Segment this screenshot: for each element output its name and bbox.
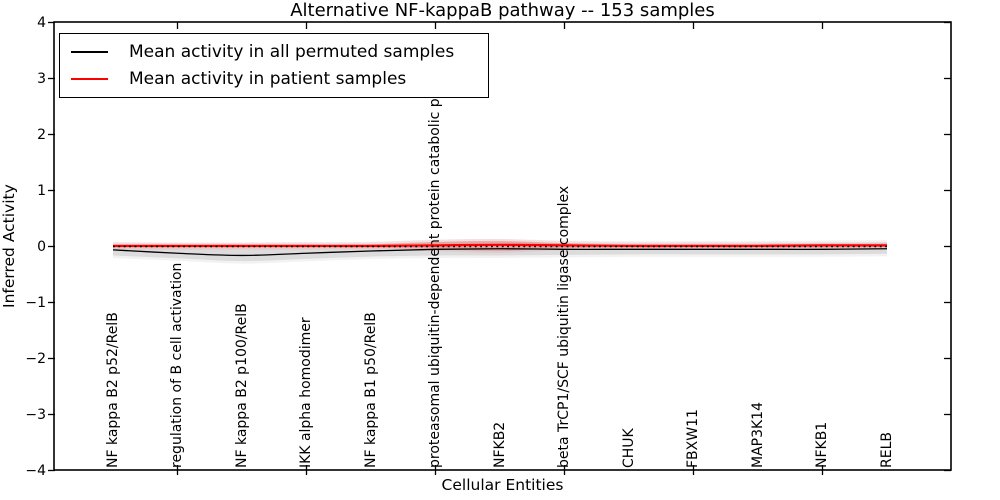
legend-entry-label: Mean activity in patient samples bbox=[129, 69, 407, 90]
y-tick-label: −4 bbox=[25, 462, 46, 479]
y-tick-label: −1 bbox=[25, 294, 46, 311]
legend: Mean activity in all permuted samples Me… bbox=[59, 33, 489, 98]
y-tick-label: −3 bbox=[25, 406, 46, 423]
y-tick-label: 2 bbox=[37, 126, 46, 143]
patient-band bbox=[113, 240, 887, 251]
x-category-label: MAP3K14 bbox=[749, 401, 766, 468]
x-category-label: FBXW11 bbox=[685, 409, 701, 468]
y-tick-label: 4 bbox=[37, 14, 46, 31]
x-category-label: NFKB2 bbox=[491, 421, 508, 468]
x-category-label: CHUK bbox=[620, 428, 637, 468]
x-category-label: NFKB1 bbox=[814, 421, 830, 468]
legend-entry-permuted: Mean activity in all permuted samples bbox=[71, 42, 488, 62]
y-tick-label: −2 bbox=[25, 350, 46, 367]
legend-entry-label: Mean activity in all permuted samples bbox=[129, 41, 455, 62]
chart-title: Alternative NF-kappaB pathway -- 153 sam… bbox=[290, 0, 715, 21]
x-axis-label: Cellular Entities bbox=[441, 476, 564, 494]
y-tick-label: 3 bbox=[37, 70, 46, 87]
x-category-label: RELB bbox=[878, 432, 895, 468]
patient-mean-line bbox=[112, 243, 888, 248]
permuted-mean-line bbox=[112, 248, 888, 257]
legend-line-sample-permuted bbox=[71, 50, 108, 53]
y-tick-label: 0 bbox=[37, 238, 46, 255]
permuted-outer-band bbox=[113, 238, 887, 264]
legend-entry-patient: Mean activity in patient samples bbox=[71, 69, 488, 89]
permuted-band bbox=[113, 241, 887, 262]
y-tick-label: 1 bbox=[37, 182, 46, 199]
legend-line-sample-patient bbox=[71, 78, 108, 81]
patient-outer-band bbox=[113, 238, 887, 253]
x-category-label: beta TrCP1/SCF ubiquitin ligase complex bbox=[556, 185, 572, 468]
